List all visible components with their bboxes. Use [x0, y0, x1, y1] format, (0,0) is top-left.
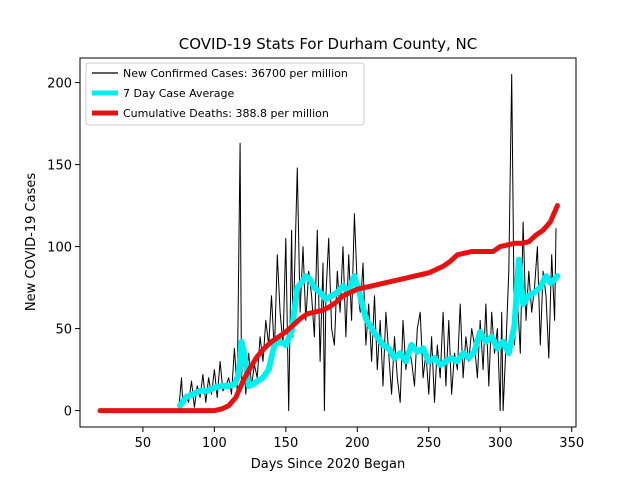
y-tick-label: 50	[55, 323, 72, 338]
y-tick-label: 0	[64, 405, 72, 420]
legend: New Confirmed Cases: 36700 per million 7…	[85, 62, 365, 126]
cumulative-deaths-line	[97, 203, 560, 414]
y-axis: 0 50 100 150 200	[47, 77, 80, 420]
plot-area	[97, 73, 561, 414]
y-tick-label: 100	[47, 241, 72, 256]
plot-frame	[79, 57, 577, 428]
x-tick-label: 150	[273, 436, 298, 451]
x-tick-label: 200	[345, 436, 370, 451]
legend-label-7day-average: 7 Day Case Average	[123, 87, 235, 100]
x-tick-label: 350	[559, 436, 584, 451]
y-axis-label: New COVID-19 Cases	[24, 173, 39, 311]
x-tick-label: 300	[488, 436, 513, 451]
y-tick-label: 150	[47, 159, 72, 174]
legend-label-new-cases: New Confirmed Cases: 36700 per million	[123, 67, 348, 80]
x-tick-label: 50	[135, 436, 152, 451]
y-tick-label: 200	[47, 77, 72, 92]
x-tick-label: 100	[202, 436, 227, 451]
x-axis: 50 100 150 200 250 300 350	[135, 427, 584, 451]
chart-title: COVID-19 Stats For Durham County, NC	[179, 35, 477, 53]
legend-box	[85, 62, 365, 126]
x-axis-label: Days Since 2020 Began	[251, 457, 406, 472]
x-tick-label: 250	[416, 436, 441, 451]
legend-label-deaths: Cumulative Deaths: 388.8 per million	[123, 107, 329, 120]
